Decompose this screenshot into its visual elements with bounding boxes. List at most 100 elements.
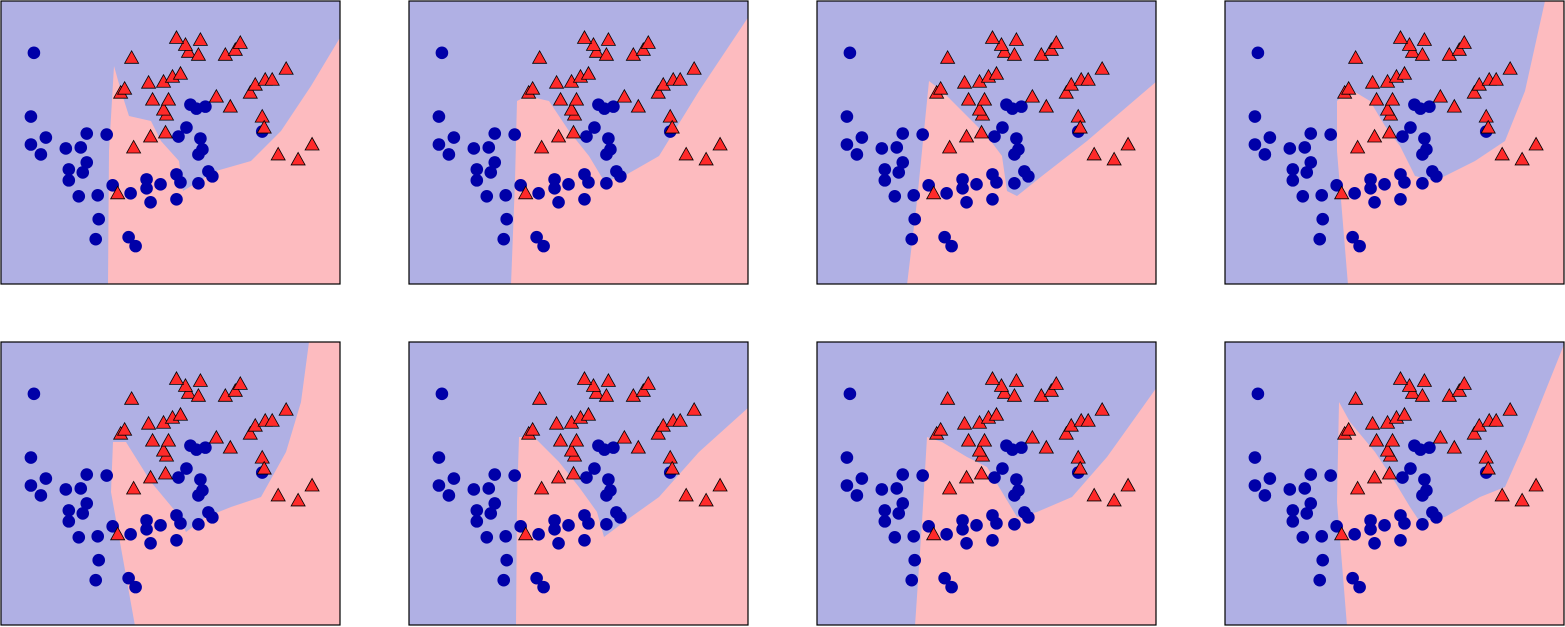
triangle-point	[1456, 35, 1472, 49]
triangle-point	[548, 74, 565, 89]
circle-point	[1394, 509, 1407, 522]
triangle-point	[177, 378, 194, 392]
panel	[0, 341, 341, 626]
triangle-point	[227, 383, 243, 397]
circle-point	[24, 138, 38, 151]
circle-point	[1304, 156, 1318, 169]
circle-point	[532, 187, 545, 200]
circle-point	[1304, 468, 1318, 481]
triangle-point	[1006, 387, 1023, 402]
circle-point	[1404, 462, 1417, 475]
circle-point	[34, 148, 48, 161]
circle-point	[124, 528, 137, 541]
plot-area	[409, 1, 748, 284]
circle-point	[24, 479, 38, 492]
triangle-point	[550, 128, 567, 143]
triangle-point	[686, 60, 702, 75]
circle-point	[92, 212, 106, 226]
circle-point	[1251, 46, 1265, 60]
circle-point	[1251, 387, 1265, 401]
plot-area	[1225, 1, 1564, 284]
circle-point	[499, 189, 513, 202]
circle-point	[1396, 130, 1409, 143]
triangle-point	[576, 30, 593, 44]
triangle-point	[1384, 91, 1401, 106]
circle-point	[610, 506, 623, 519]
triangle-point	[1366, 469, 1383, 484]
circle-point	[1418, 473, 1431, 486]
triangle-point	[304, 136, 320, 151]
triangle-point	[1432, 429, 1449, 444]
circle-point	[916, 128, 929, 141]
circle-point	[896, 497, 910, 510]
circle-point	[124, 187, 137, 200]
circle-point	[988, 130, 1001, 143]
circle-point	[938, 571, 951, 585]
circle-point	[1408, 98, 1421, 111]
circle-point	[1286, 515, 1300, 528]
circle-point	[916, 469, 929, 482]
triangle-point	[1333, 526, 1350, 541]
circle-point	[1324, 469, 1337, 482]
circle-point	[1316, 212, 1330, 226]
circle-point	[922, 179, 935, 192]
circle-point	[940, 528, 953, 541]
triangle-point	[971, 101, 988, 116]
triangle-point	[278, 401, 294, 416]
circle-point	[514, 179, 527, 192]
region-red	[516, 407, 748, 625]
triangle-point	[712, 136, 728, 151]
circle-point	[905, 573, 919, 587]
circle-point	[480, 531, 494, 544]
triangle-point	[160, 432, 177, 447]
triangle-point	[616, 429, 633, 444]
circle-point	[1286, 504, 1300, 517]
plot-area	[1, 342, 340, 625]
circle-point	[1418, 132, 1431, 145]
circle-point	[970, 178, 983, 191]
panel-frame	[816, 0, 1157, 285]
circle-point	[1364, 514, 1377, 527]
circle-point	[1000, 439, 1013, 452]
circle-point	[1248, 479, 1262, 492]
circle-point	[1015, 100, 1028, 113]
circle-point	[180, 121, 193, 134]
circle-point	[1348, 187, 1361, 200]
triangle-point	[1043, 383, 1059, 397]
triangle-point	[517, 526, 534, 541]
triangle-point	[976, 91, 993, 106]
triangle-point	[172, 406, 189, 421]
circle-point	[600, 518, 613, 531]
triangle-point	[1368, 432, 1385, 447]
circle-point	[484, 507, 498, 520]
triangle-point	[109, 526, 126, 541]
triangle-point	[1038, 439, 1055, 454]
circle-point	[122, 230, 135, 244]
circle-point	[1008, 489, 1021, 502]
triangle-point	[222, 98, 239, 113]
triangle-point	[1080, 412, 1096, 427]
circle-point	[878, 504, 892, 517]
triangle-point	[1368, 91, 1385, 106]
circle-point	[1368, 195, 1381, 209]
triangle-point	[958, 469, 975, 484]
circle-point	[1423, 100, 1436, 113]
triangle-point	[1392, 30, 1409, 44]
triangle-point	[1381, 465, 1398, 480]
region-red	[108, 36, 340, 284]
circle-point	[170, 192, 183, 206]
circle-point	[484, 166, 498, 179]
circle-point	[1300, 166, 1314, 179]
circle-point	[482, 482, 496, 495]
triangle-point	[568, 91, 585, 106]
region-red	[907, 81, 1156, 284]
circle-point	[600, 177, 613, 190]
circle-point	[62, 174, 76, 187]
circle-point	[34, 489, 48, 502]
circle-point	[945, 239, 958, 253]
triangle-point	[548, 415, 565, 430]
circle-point	[552, 195, 565, 209]
circle-point	[578, 192, 591, 206]
triangle-point	[1502, 401, 1518, 416]
circle-point	[1008, 148, 1021, 161]
